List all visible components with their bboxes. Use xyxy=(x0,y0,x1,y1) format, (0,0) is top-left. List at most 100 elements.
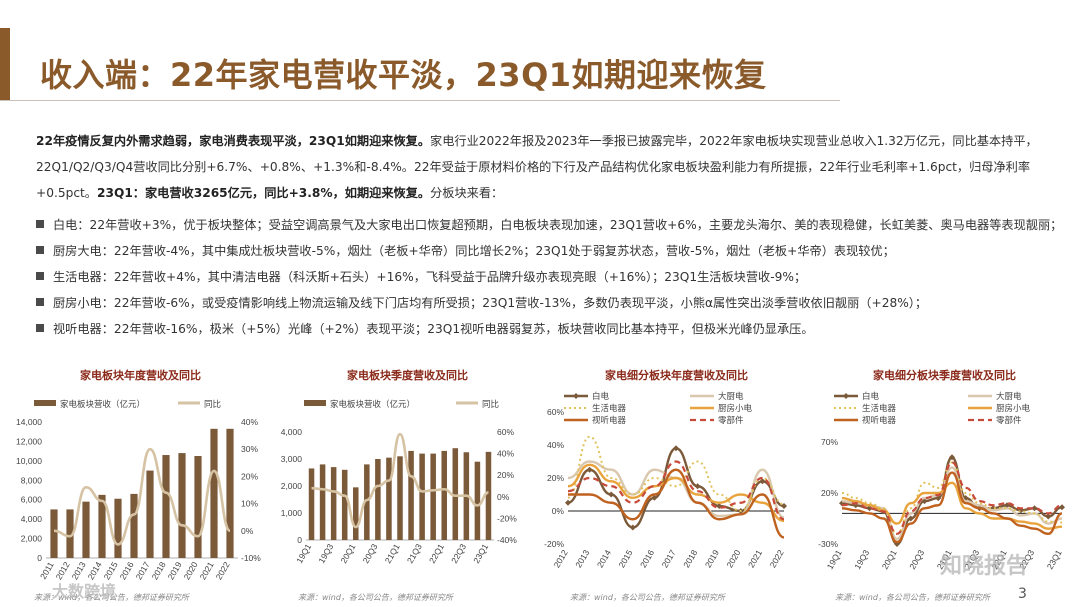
legend-label-2: 生活电器 xyxy=(592,403,627,414)
revenue-bar xyxy=(194,456,202,558)
series-line-3 xyxy=(841,481,1063,530)
series-marker xyxy=(565,499,571,506)
revenue-bar xyxy=(474,461,481,540)
revenue-bar xyxy=(98,494,106,558)
series-marker xyxy=(949,454,955,461)
y-tick-label: 70% xyxy=(821,437,838,447)
legend-label-yoy: 同比 xyxy=(482,399,499,410)
x-tick-label: 2021 xyxy=(198,560,216,582)
chart2-svg: 家电板块营收（亿元） 同比 0 1,000 2,000 3,000 4,000 -40% -20… xyxy=(281,399,518,565)
y-tick-label: 1,000 xyxy=(281,508,303,518)
series-line-4 xyxy=(841,471,1063,544)
revenue-bar xyxy=(397,456,403,540)
legend-swatch-revenue xyxy=(34,400,56,406)
bullet-item: 厨房大电：22年营收-4%，其中集成灶板块营收-5%，烟灶（老板+华帝）同比增长… xyxy=(36,241,1066,261)
bullet-square-icon xyxy=(36,298,44,306)
revenue-bar xyxy=(162,455,170,558)
yoy-line xyxy=(311,432,489,529)
revenue-bar xyxy=(452,448,459,540)
series-line-2 xyxy=(567,435,785,513)
revenue-bar xyxy=(114,498,122,558)
y-tick-label: 10,000 xyxy=(16,456,42,466)
summary-line3-bold: 23Q1：家电营收3265亿元，同比+3.8%，如期迎来恢复。 xyxy=(97,186,431,200)
chart3-source: 来源：wind，各公司公告，德邦证券研究所 xyxy=(570,593,725,602)
legend-label-2: 生活电器 xyxy=(862,403,897,414)
y2-tick-label: 10% xyxy=(241,499,258,509)
chart2-quarterly-revenue: 家电板块营收（亿元） 同比 0 1,000 2,000 3,000 4,000 -40% -20… xyxy=(270,362,540,607)
revenue-bar xyxy=(226,428,234,558)
y2-tick-label: 20% xyxy=(497,470,514,480)
x-tick-label: 2019 xyxy=(166,560,184,582)
series-marker xyxy=(673,445,679,452)
x-tick-label: 19Q1 xyxy=(294,542,313,565)
legend-marker xyxy=(843,393,849,399)
revenue-bar xyxy=(441,450,447,540)
legend-label-3: 厨房小电 xyxy=(996,403,1031,414)
revenue-bar xyxy=(364,464,370,540)
x-tick-label: 2012 xyxy=(552,548,570,570)
chart1-annual-revenue: 家电板块营收（亿元） 同比 0 2,000 4,000 6,000 8,000 10,000 1… xyxy=(0,362,270,607)
x-tick-label: 22Q1 xyxy=(427,542,446,565)
watermark-left: 大数跨境 xyxy=(52,582,117,601)
yoy-line xyxy=(53,447,232,546)
chart1-title: 家电板块年度营收及同比 xyxy=(80,369,201,382)
y-tick-label: 20% xyxy=(547,473,564,483)
chart4-title: 家电细分板块季度营收及同比 xyxy=(873,369,1016,382)
series-line-4 xyxy=(567,468,785,539)
x-tick-label: 22Q3 xyxy=(449,542,468,565)
chart4-source: 来源：wind，各公司公告，德邦证券研究所 xyxy=(835,593,990,602)
series-marker xyxy=(651,494,658,501)
y2-tick-label: 0% xyxy=(241,526,254,536)
legend-label-revenue: 家电板块营收（亿元） xyxy=(330,399,415,410)
legend-label-4: 视听电器 xyxy=(862,415,897,426)
y2-tick-label: 0% xyxy=(497,492,510,502)
series-marker xyxy=(1059,504,1065,511)
revenue-bar xyxy=(386,457,392,540)
series-marker xyxy=(586,466,593,473)
legend-label-yoy: 同比 xyxy=(204,399,221,410)
x-tick-label: 20Q1 xyxy=(880,548,899,571)
revenue-bar xyxy=(341,469,348,540)
y2-tick-label: 60% xyxy=(497,427,514,437)
revenue-bar xyxy=(330,467,337,540)
bullet-item: 厨房小电：22年营收-6%，或受疫情影响线上物流运输及线下门店均有所受损；23Q… xyxy=(36,293,1066,313)
series-marker xyxy=(716,503,723,510)
x-tick-label: 2020 xyxy=(724,548,742,570)
x-tick-label: 2017 xyxy=(660,548,678,570)
revenue-bar xyxy=(375,459,381,540)
y-tick-label: 60% xyxy=(547,407,564,417)
series-line-2 xyxy=(841,461,1063,535)
y-tick-label: 6,000 xyxy=(21,495,43,505)
revenue-bar xyxy=(130,493,138,558)
summary-lead: 22年疫情反复内外需求趋弱，家电消费表现平淡，23Q1如期迎来恢复。 xyxy=(36,134,431,148)
bullet-item: 视听电器：22年营收-16%，极米（+5%）光峰（+2%）表现平淡；23Q1视听… xyxy=(36,319,1066,339)
revenue-bar xyxy=(353,487,359,540)
y-tick-label: 40% xyxy=(547,440,564,450)
revenue-bar xyxy=(82,501,90,558)
x-tick-label: 2015 xyxy=(616,548,634,570)
chart3-title: 家电细分板块年度营收及同比 xyxy=(605,369,748,382)
y2-tick-label: -10% xyxy=(241,553,261,563)
x-tick-label: 2017 xyxy=(134,560,152,582)
y-tick-label: 0 xyxy=(297,535,302,545)
x-tick-label: 2014 xyxy=(595,548,613,570)
bullet-square-icon xyxy=(36,272,44,280)
summary-text1: 家电行业2022年报及2023年一季报已披露完毕，2022年家电板块实现营业总收… xyxy=(430,134,1038,148)
series-marker xyxy=(935,495,942,502)
y-tick-label: 14,000 xyxy=(16,417,42,427)
y-tick-label: 2,000 xyxy=(281,481,303,491)
series-marker xyxy=(608,491,615,498)
series-marker xyxy=(852,502,859,509)
series-marker xyxy=(694,483,701,490)
y-tick-label: -30% xyxy=(818,539,838,549)
x-tick-label: 2022 xyxy=(768,548,786,570)
series-marker xyxy=(629,524,636,531)
x-tick-label: 2016 xyxy=(118,560,136,582)
y-tick-label: 3,000 xyxy=(281,454,303,464)
y2-tick-label: 40% xyxy=(497,449,514,459)
x-tick-label: 2020 xyxy=(182,560,200,582)
bullet-square-icon xyxy=(36,324,44,332)
chart4-segment-quarterly: 白电 大厨电 生活电器 厨房小电 视听电器 零部件 -30% 20% 70% 19Q1 19Q3 20… xyxy=(810,362,1080,607)
